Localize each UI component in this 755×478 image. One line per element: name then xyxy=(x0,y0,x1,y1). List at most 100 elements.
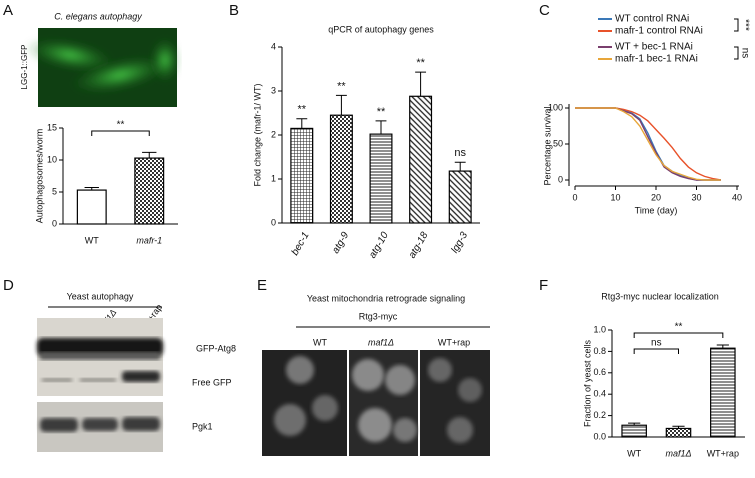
x-tick-label: 30 xyxy=(691,192,701,202)
lane-label: WT+rap xyxy=(438,337,470,347)
survival-line xyxy=(575,107,721,181)
y-tick-label: 0.4 xyxy=(593,389,606,399)
western-blot xyxy=(37,318,163,452)
bar xyxy=(134,157,165,225)
y-tick-label: 4 xyxy=(271,41,276,51)
image-label: LGG-1::GFP xyxy=(20,45,29,90)
x-tick-label: WT+rap xyxy=(707,448,739,458)
significance: ** xyxy=(298,104,307,116)
significance: ** xyxy=(377,106,386,118)
x-tick-label: atg-9 xyxy=(330,230,351,256)
panel-title: Yeast mitochondria retrograde signaling xyxy=(307,293,465,303)
comparison-bracket xyxy=(91,130,150,136)
x-tick-label: WT xyxy=(627,448,641,458)
panel-letter: F xyxy=(539,277,548,294)
x-tick-label: 20 xyxy=(651,192,661,202)
y-tick-label: 5 xyxy=(52,186,57,196)
error-bar xyxy=(415,71,427,97)
panel-letter: B xyxy=(229,2,239,19)
y-tick-label: 100 xyxy=(548,102,563,112)
y-axis-label: Fraction of yeast cells xyxy=(582,339,592,427)
panel-subtitle: Rtg3-myc xyxy=(359,311,398,321)
bar xyxy=(76,189,107,225)
error-bar xyxy=(335,94,347,116)
legend-label: mafr-1 control RNAi xyxy=(615,26,703,37)
legend-label: WT control RNAi xyxy=(615,14,689,25)
y-tick-label: 15 xyxy=(47,122,57,132)
bar xyxy=(621,424,647,438)
gfp-image xyxy=(25,28,179,107)
significance: *** xyxy=(739,19,750,31)
legend-label: WT + bec-1 RNAi xyxy=(615,42,693,53)
x-tick-label: 40 xyxy=(732,192,742,202)
significance: ns xyxy=(454,147,466,159)
bar xyxy=(409,95,433,224)
bar xyxy=(369,133,393,224)
bar xyxy=(665,427,692,438)
legend-label: mafr-1 bec-1 RNAi xyxy=(615,54,698,65)
comparison-bracket xyxy=(633,332,724,338)
x-tick-label: lgg-3 xyxy=(449,230,470,255)
band-label: Pgk1 xyxy=(192,421,213,431)
y-tick-label: 0.0 xyxy=(593,431,606,441)
axis xyxy=(568,104,739,187)
comparison-bracket xyxy=(633,348,679,354)
y-axis-label: Fold change (mafr-1/ WT) xyxy=(252,83,262,186)
significance: ** xyxy=(675,322,683,333)
y-tick-label: 0.8 xyxy=(593,346,606,356)
y-tick-label: 1.0 xyxy=(593,324,606,334)
bar xyxy=(448,170,472,224)
error-bar xyxy=(716,344,729,349)
x-tick-label: mafr-1 xyxy=(136,235,162,245)
survival-line xyxy=(575,107,721,181)
x-tick-label: atg-10 xyxy=(367,230,391,260)
comparison-bracket xyxy=(734,18,739,32)
x-tick-label: WT xyxy=(85,235,99,245)
panel-title: C. elegans autophagy xyxy=(54,11,142,21)
panel-title: Yeast autophagy xyxy=(67,291,134,301)
x-tick-label: atg-18 xyxy=(407,230,431,260)
bar xyxy=(290,127,314,224)
bar xyxy=(710,347,736,438)
comparison-bracket xyxy=(734,46,739,60)
error-bar xyxy=(142,151,157,159)
x-tick-label: bec-1 xyxy=(290,230,312,257)
error-bar xyxy=(628,422,641,426)
error-bar xyxy=(672,425,685,429)
y-tick-label: 0.2 xyxy=(593,410,606,420)
lane-label: WT xyxy=(313,337,327,347)
y-tick-label: 2 xyxy=(271,129,276,139)
x-axis-label: Time (day) xyxy=(635,205,678,215)
y-axis-label: Percentage survival xyxy=(542,106,552,185)
significance: ** xyxy=(117,120,125,131)
band-label: Free GFP xyxy=(192,377,232,387)
survival-line xyxy=(575,107,721,181)
x-tick-label: 0 xyxy=(572,192,577,202)
x-tick-label: maf1Δ xyxy=(665,448,691,458)
error-bar xyxy=(84,187,99,191)
bar xyxy=(329,114,353,224)
y-tick-label: 0.6 xyxy=(593,367,606,377)
error-bar xyxy=(454,161,466,172)
band-label: GFP-Atg8 xyxy=(196,343,236,353)
panel-letter: D xyxy=(3,277,14,294)
y-tick-label: 0 xyxy=(558,174,563,184)
error-bar xyxy=(296,118,308,129)
significance: ** xyxy=(416,57,425,69)
survival-line xyxy=(575,107,721,181)
error-bar xyxy=(375,120,387,135)
panel-letter: C xyxy=(539,2,550,19)
chart-title: qPCR of autophagy genes xyxy=(328,24,434,34)
significance: ns xyxy=(739,48,750,59)
y-tick-label: 50 xyxy=(553,138,563,148)
x-tick-label: 10 xyxy=(610,192,620,202)
significance: ns xyxy=(651,338,662,349)
micrograph xyxy=(262,350,490,456)
y-tick-label: 1 xyxy=(271,173,276,183)
chart-title: Rtg3-myc nuclear localization xyxy=(601,291,719,301)
y-tick-label: 0 xyxy=(271,217,276,227)
panel-letter: A xyxy=(3,2,13,19)
y-axis-label: Autophagosomes/worm xyxy=(34,129,44,224)
panel-letter: E xyxy=(257,277,267,294)
